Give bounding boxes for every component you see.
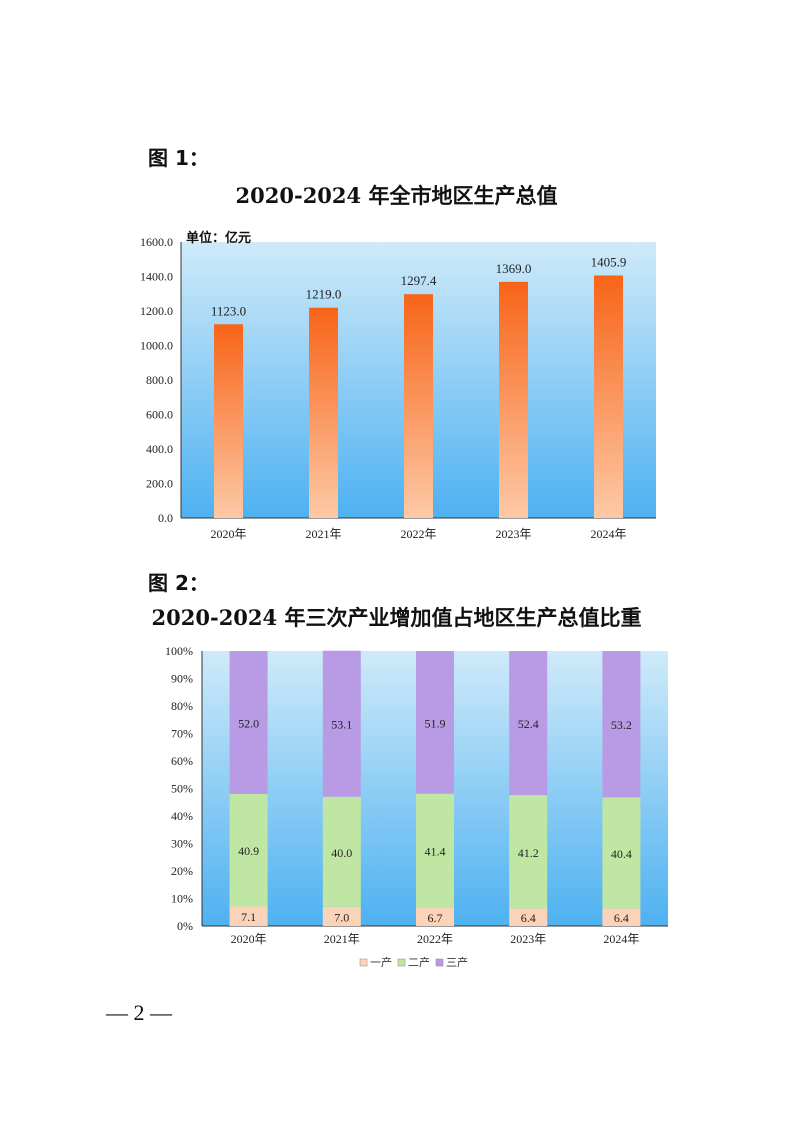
bar-value-label: 1405.9 [591, 254, 627, 269]
segment-value-label: 53.1 [331, 718, 352, 732]
y-tick-label: 50% [171, 782, 193, 796]
bar-value-label: 1219.0 [306, 287, 342, 302]
segment-value-label: 7.0 [334, 910, 349, 924]
legend-swatch [435, 958, 444, 967]
y-tick-label: 400.0 [146, 442, 173, 456]
bar [594, 275, 623, 518]
stacked-bar-segment [509, 795, 548, 909]
chart-1-title: 2020-2024 年全市地区生产总值 [235, 183, 558, 208]
x-tick-label: 2020年 [231, 932, 267, 946]
bar-value-label: 1297.4 [401, 273, 437, 288]
segment-value-label: 51.9 [425, 716, 446, 730]
page-number: — 2 — [106, 1000, 172, 1025]
y-tick-label: 90% [171, 672, 193, 686]
chart-2-title: 2020-2024 年三次产业增加值占地区生产总值比重 [151, 605, 642, 630]
stacked-bar-segment [322, 650, 361, 797]
stacked-bar-segment [229, 651, 268, 794]
segment-value-label: 40.4 [611, 847, 632, 861]
legend-swatch [397, 958, 406, 967]
y-tick-label: 70% [171, 727, 193, 741]
figure-1-label: 图 1： [148, 146, 209, 170]
x-tick-label: 2022年 [417, 932, 453, 946]
y-tick-label: 800.0 [146, 373, 173, 387]
y-tick-label: 80% [171, 699, 193, 713]
x-tick-label: 2024年 [603, 932, 639, 946]
figure-2-label: 图 2： [148, 571, 209, 595]
stacked-bar-segment [322, 906, 361, 926]
unit-label: 单位：亿元 [186, 230, 251, 246]
legend-label: 三产 [446, 955, 468, 969]
legend-label: 二产 [408, 955, 430, 969]
x-tick-label: 2021年 [305, 527, 341, 541]
segment-value-label: 41.2 [518, 846, 539, 860]
stacked-bar-segment [509, 651, 548, 796]
x-tick-label: 2021年 [324, 932, 360, 946]
y-tick-label: 1000.0 [140, 339, 173, 353]
segment-value-label: 52.4 [518, 717, 539, 731]
y-tick-label: 10% [171, 892, 193, 906]
segment-value-label: 40.9 [238, 844, 259, 858]
segment-value-label: 6.4 [521, 911, 536, 925]
x-tick-label: 2023年 [495, 527, 531, 541]
stacked-bar-segment [602, 797, 641, 909]
y-tick-label: 1200.0 [140, 304, 173, 318]
gdp-bar-chart: 0.0 200.0 400.0 600.0 800.0 1000.0 1200.0 1400.… [140, 230, 656, 541]
stacked-bar-segment [602, 651, 641, 798]
industry-share-stacked-chart: 0% 10% 20% 30% 40% 50% 60% 70% 80% 90% 100% 7.1 40.9… [165, 644, 668, 969]
legend-swatch [359, 958, 368, 967]
stacked-bar-segment [602, 908, 641, 926]
y-tick-label: 20% [171, 864, 193, 878]
y-tick-label: 1400.0 [140, 270, 173, 284]
segment-value-label: 53.2 [611, 718, 632, 732]
stacked-bar-segment [416, 793, 454, 908]
bar-value-label: 1123.0 [211, 303, 246, 318]
bar [214, 324, 243, 518]
y-tick-label: 100% [165, 644, 193, 658]
stacked-bar-segment [322, 796, 361, 907]
stacked-bar-segment [509, 908, 548, 926]
segment-value-label: 7.1 [241, 910, 256, 924]
segment-value-label: 6.4 [614, 911, 629, 925]
y-tick-label: 30% [171, 837, 193, 851]
x-tick-label: 2020年 [210, 527, 246, 541]
bar-value-label: 1369.0 [496, 261, 532, 276]
stacked-bar-segment [229, 794, 268, 907]
x-tick-label: 2024年 [590, 527, 626, 541]
legend-label: 一产 [370, 955, 392, 969]
y-tick-label: 60% [171, 754, 193, 768]
bar [309, 307, 338, 518]
y-tick-label: 0.0 [158, 511, 173, 525]
segment-value-label: 41.4 [425, 845, 446, 859]
bar [404, 294, 433, 518]
y-tick-label: 200.0 [146, 477, 173, 491]
segment-value-label: 6.7 [428, 911, 443, 925]
x-tick-label: 2022年 [400, 527, 436, 541]
bar [499, 281, 528, 518]
stacked-bar-segment [416, 907, 454, 926]
segment-value-label: 52.0 [238, 717, 259, 731]
y-tick-label: 600.0 [146, 408, 173, 422]
stacked-bar-segment [416, 651, 454, 794]
x-tick-label: 2023年 [510, 932, 546, 946]
y-tick-label: 0% [177, 919, 193, 933]
stacked-bar-segment [229, 906, 268, 926]
y-tick-label: 1600.0 [140, 235, 173, 249]
segment-value-label: 40.0 [331, 846, 352, 860]
y-tick-label: 40% [171, 809, 193, 823]
